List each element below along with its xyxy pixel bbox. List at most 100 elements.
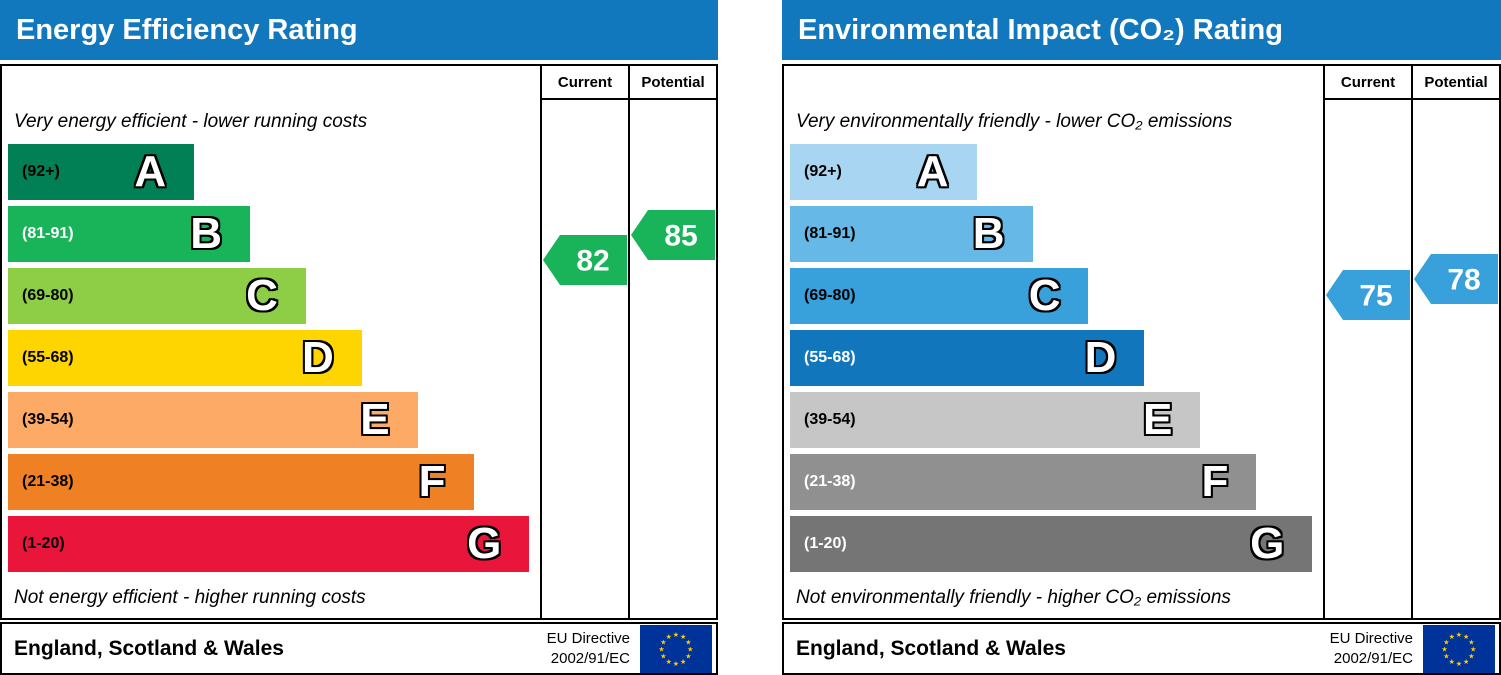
band-range-label: (1-20) [804,535,847,552]
svg-text:★: ★ [1468,651,1474,660]
band-letter: F [418,457,446,506]
co2-current-rating-arrow: 75 [1326,270,1410,320]
svg-text:★: ★ [666,656,672,665]
svg-text:★: ★ [1449,632,1455,641]
svg-text:★: ★ [685,637,691,646]
band-range-label: (55-68) [22,349,74,366]
band-letter: G [1250,519,1285,568]
energy-potential-rating-arrow: 85 [631,210,715,260]
current-column-body: 75 [1325,100,1411,618]
svg-text:★: ★ [658,644,664,653]
arrow-shape [1414,254,1498,304]
band-range-label: (21-38) [22,473,74,490]
energy-band-c: (69-80) C [8,268,306,324]
arrow-shape [543,235,627,285]
band-letter: B [190,209,223,258]
eu-flag-icon: ★ ★ ★ ★ ★ ★ ★ ★ ★ ★ ★ ★ [1423,624,1495,673]
energy-panel-header: Energy Efficiency Rating [0,0,718,60]
band-range-label: (69-80) [22,287,74,304]
co2-potential-rating-arrow: 78 [1414,254,1498,304]
band-letter: B [972,209,1005,258]
band-range-label: (39-54) [22,411,74,428]
energy-potential-column: Potential 85 [628,66,716,618]
region-label: England, Scotland & Wales [796,636,1066,660]
co2-chart: Very environmentally friendly - lower CO… [782,64,1501,620]
eu-directive-line2: 2002/91/EC [550,649,630,667]
potential-column-body: 78 [1413,100,1499,618]
energy-chart-main: Very energy efficient - lower running co… [2,66,540,618]
co2-current-rating-value: 75 [1359,280,1392,313]
band-letter: C [1028,271,1061,320]
header-spacer [2,66,540,100]
svg-text:★: ★ [1449,656,1455,665]
band-range-label: (1-20) [22,535,65,552]
band-letter: A [134,147,167,196]
potential-column-header: Potential [630,66,716,100]
band-range-label: (55-68) [804,349,856,366]
band-letter: D [301,333,334,382]
svg-text:★: ★ [1443,637,1449,646]
co2-band-f: (21-38) F [790,454,1257,510]
eu-flag-field [1423,624,1495,673]
eu-directive-line1: EU Directive [1329,630,1413,647]
energy-current-rating-value: 82 [576,245,609,278]
energy-band-d: (55-68) D [8,330,362,386]
svg-text:★: ★ [1470,644,1476,653]
co2-band-d: (55-68) D [790,330,1145,386]
svg-text:★: ★ [666,632,672,641]
svg-text:★: ★ [673,658,679,667]
co2-panel-title: Environmental Impact (CO₂) Rating [798,13,1283,46]
energy-bottom-note: Not energy efficient - higher running co… [14,587,366,608]
svg-text:★: ★ [687,644,693,653]
band-letter: E [360,395,390,444]
current-column-body: 82 [542,100,628,618]
band-letter: E [1143,395,1173,444]
svg-text:★: ★ [1456,630,1462,639]
potential-column-body: 85 [630,100,716,618]
eu-flag-field [640,624,712,673]
energy-band-f: (21-38) F [8,454,474,510]
region-label: England, Scotland & Wales [14,636,284,660]
co2-current-column: Current 75 [1323,66,1411,618]
arrow-shape [1326,270,1410,320]
eu-directive-label: EU Directive 2002/91/EC [547,629,640,668]
svg-text:★: ★ [1443,651,1449,660]
band-range-label: (92+) [804,163,842,180]
svg-text:★: ★ [680,632,686,641]
band-letter: C [246,271,278,320]
co2-top-note: Very environmentally friendly - lower CO… [796,111,1233,132]
energy-band-a: (92+) A [8,144,195,200]
energy-bands: (92+) A (81-91) B (69-80) C (55-68) D [2,144,540,578]
eu-directive-line1: EU Directive [546,630,630,647]
eu-stars-icon: ★ ★ ★ ★ ★ ★ ★ ★ ★ ★ ★ ★ [1441,630,1476,668]
co2-band-g: (1-20) G [790,516,1313,572]
co2-band-e: (39-54) E [790,392,1201,448]
band-range-label: (21-38) [804,473,856,490]
band-letter: F [1201,457,1229,506]
band-range-label: (92+) [22,163,60,180]
co2-potential-rating-value: 78 [1447,264,1480,297]
eu-flag-icon: ★ ★ ★ ★ ★ ★ ★ ★ ★ ★ ★ ★ [640,624,712,673]
energy-top-note: Very energy efficient - lower running co… [14,111,368,132]
energy-chart: Very energy efficient - lower running co… [0,64,718,620]
co2-bottom-note: Not environmentally friendly - higher CO… [796,587,1231,608]
svg-text:★: ★ [1441,644,1447,653]
co2-potential-column: Potential 78 [1411,66,1499,618]
potential-column-header: Potential [1413,66,1499,100]
energy-panel-title: Energy Efficiency Rating [16,13,358,46]
svg-text:★: ★ [1463,632,1469,641]
band-letter: A [916,147,949,196]
current-column-header: Current [542,66,628,100]
svg-text:★: ★ [660,651,666,660]
svg-text:★: ★ [1456,658,1462,667]
band-range-label: (81-91) [804,225,856,242]
current-column-header: Current [1325,66,1411,100]
co2-panel-header: Environmental Impact (CO₂) Rating [782,0,1501,60]
environmental-impact-panel: Environmental Impact (CO₂) Rating Very e… [782,0,1501,675]
svg-text:★: ★ [680,656,686,665]
energy-band-g: (1-20) G [8,516,530,572]
arrow-shape [631,210,715,260]
eu-stars-icon: ★ ★ ★ ★ ★ ★ ★ ★ ★ ★ ★ ★ [658,630,693,668]
eu-directive-label: EU Directive 2002/91/EC [1330,629,1423,668]
